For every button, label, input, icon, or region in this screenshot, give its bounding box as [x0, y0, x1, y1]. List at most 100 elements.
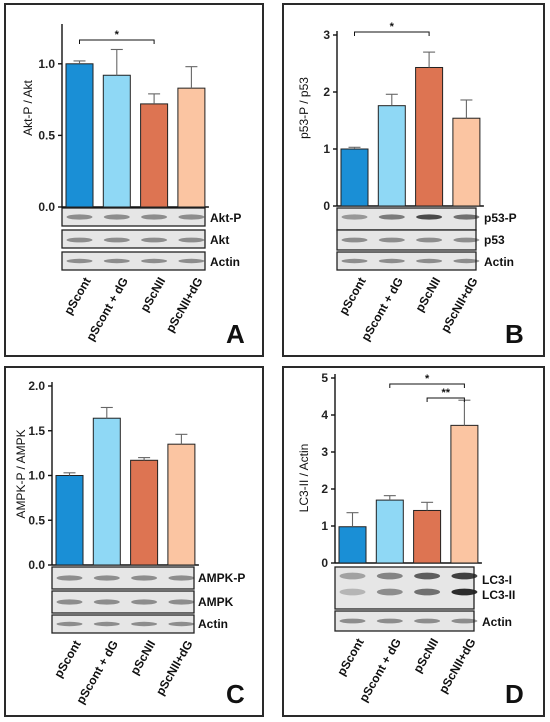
significance-label: * [115, 29, 120, 41]
blot-label-p53-p: p53-P [484, 211, 517, 225]
panel-C-letter: C [226, 679, 245, 709]
blot-label-actin: Actin [484, 255, 514, 269]
y-tick-label: 1 [323, 142, 330, 156]
blot-label-ampk-p: AMPK-P [198, 571, 245, 585]
panel-C-ylabel: AMPK-P / AMPK [14, 429, 28, 518]
y-tick-label: 0.5 [38, 128, 55, 142]
blot-strip [336, 251, 477, 271]
blot-strip [61, 207, 206, 227]
panel-D-ylabel: LC3-II / Actin [297, 444, 311, 513]
blot-bands [339, 572, 478, 624]
y-tick-label: 3 [323, 28, 330, 42]
panel-B-blots: p53-P p53 Actin [336, 207, 517, 271]
blot-band [103, 237, 130, 243]
panel-B-letter: B [505, 319, 524, 349]
blot-band [378, 258, 405, 264]
blot-band [453, 237, 480, 243]
y-tick-label: 4 [321, 408, 328, 422]
bar-2 [375, 499, 404, 564]
blot-band [56, 575, 83, 581]
blot-band [56, 599, 83, 605]
significance-label: ** [441, 387, 450, 399]
panel-D-letter: D [505, 679, 524, 709]
blot-band [66, 237, 93, 243]
blot-band [56, 621, 83, 627]
panel-A-ylabel: Akt-P / Akt [21, 79, 35, 135]
panel-A-frame [4, 3, 264, 357]
blot-band [168, 575, 195, 581]
bar-2 [102, 74, 131, 208]
y-tick-label: 2 [323, 85, 330, 99]
category-label: pScont [61, 275, 93, 317]
bar-1 [340, 148, 369, 207]
panel-A-letter: A [226, 319, 245, 349]
significance-bracket [426, 397, 465, 402]
blot-band [131, 575, 158, 581]
category-label: pScNII+dG [438, 275, 481, 335]
blot-band [141, 258, 168, 264]
category-label: pScNII+dG [163, 275, 206, 335]
panel-A-blots: Akt-P Akt Actin [61, 207, 241, 271]
blot-strip [51, 590, 195, 614]
bar-3 [413, 509, 442, 564]
blot-bands [66, 214, 205, 264]
panel-B-ylabel: p53-P / p53 [297, 77, 311, 139]
y-tick-label: 0 [323, 199, 330, 213]
blot-band [66, 258, 93, 264]
blot-band [93, 599, 120, 605]
significance-label: * [425, 373, 430, 385]
blot-band [131, 621, 158, 627]
y-tick-label: 2 [321, 482, 328, 496]
y-tick-label: 0.5 [28, 513, 45, 527]
significance-bracket [389, 383, 465, 388]
blot-label-p53: p53 [484, 233, 505, 247]
bar-2 [377, 105, 406, 207]
category-label: pScNII [128, 638, 159, 677]
blot-band [451, 588, 478, 596]
blot-band [453, 214, 480, 220]
y-tick-label: 1.0 [28, 469, 45, 483]
blot-band [341, 214, 368, 220]
blot-band [131, 599, 158, 605]
blot-band [66, 214, 93, 220]
blot-band [178, 237, 205, 243]
blot-strip [51, 614, 195, 634]
y-tick-label: 0 [321, 556, 328, 570]
significance-bracket [79, 39, 155, 44]
blot-label-lc3-ii: LC3-II [482, 588, 515, 602]
category-label: pScNII [138, 275, 169, 314]
blot-strip [61, 229, 206, 249]
blot-band [376, 618, 403, 624]
blot-strip [61, 251, 206, 271]
blot-band [141, 237, 168, 243]
bar-3 [415, 66, 444, 207]
blot-strip [334, 566, 475, 610]
blot-strip [334, 610, 475, 632]
significance-label: * [390, 21, 395, 33]
y-tick-label: 5 [321, 371, 328, 385]
blot-label-akt: Akt [210, 233, 229, 247]
blot-band [416, 237, 443, 243]
y-tick-label: 3 [321, 445, 328, 459]
y-tick-label: 1.5 [28, 424, 45, 438]
category-label: pScont [51, 638, 83, 680]
blot-strip [336, 229, 477, 251]
blot-strip [51, 566, 195, 590]
category-label: pScNII [413, 275, 444, 314]
blot-band [168, 621, 195, 627]
category-label: pScNII+dG [436, 636, 479, 696]
panel-C-blots: AMPK-P AMPK Actin [51, 566, 245, 634]
blot-bands [341, 214, 480, 264]
category-label: pScNII [411, 636, 442, 675]
bar-4 [167, 443, 196, 566]
bar-3 [130, 459, 159, 566]
blot-band [168, 599, 195, 605]
blot-band [376, 588, 403, 596]
blot-band [141, 214, 168, 220]
category-label: pScont [336, 275, 368, 317]
